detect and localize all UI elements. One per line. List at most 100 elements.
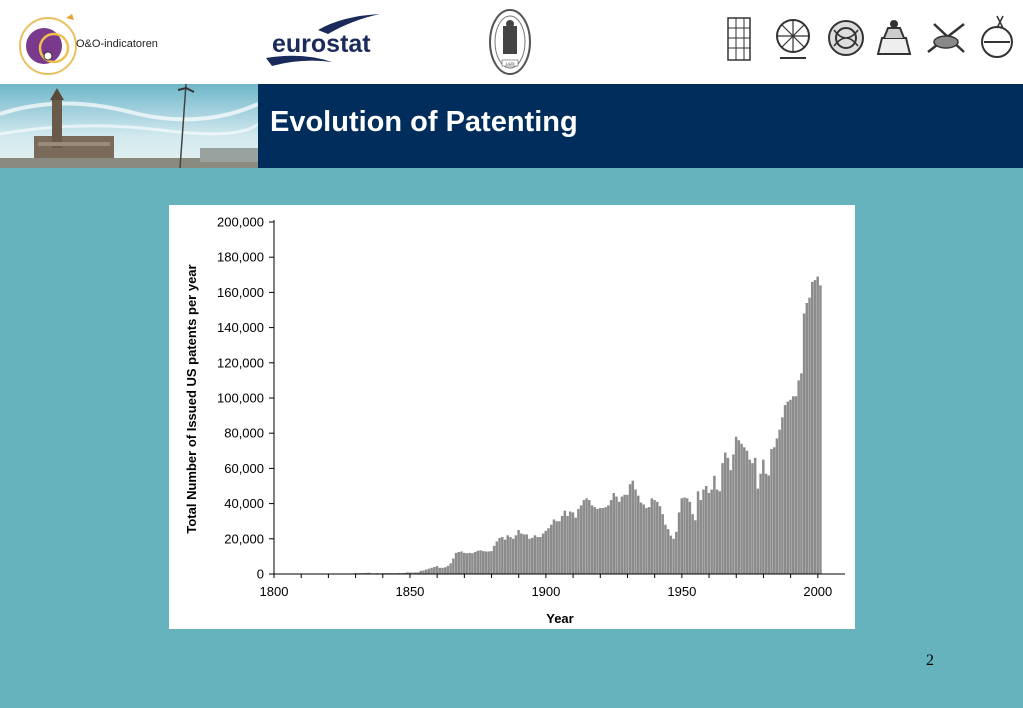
- bar-1968: [729, 470, 732, 574]
- bar-1859: [433, 566, 436, 574]
- bar-1898: [539, 537, 542, 574]
- bar-1874: [473, 552, 477, 574]
- emblem-tools-icon: [927, 23, 965, 53]
- y-tick-label: 200,000: [217, 215, 264, 230]
- bar-1995: [802, 313, 806, 574]
- bar-1930: [626, 494, 629, 574]
- y-tick-label: 120,000: [217, 355, 264, 370]
- bar-1919: [596, 508, 599, 574]
- bar-1955: [694, 520, 697, 574]
- bar-1896: [533, 535, 537, 574]
- bar-1885: [503, 539, 507, 574]
- bar-1880: [490, 551, 493, 574]
- bar-1868: [457, 552, 461, 574]
- chart-axes: [273, 220, 845, 575]
- bar-1946: [669, 535, 673, 574]
- bar-1892: [522, 534, 526, 574]
- x-tick-label: 1800: [260, 584, 289, 599]
- bar-1990: [789, 399, 792, 574]
- bar-1886: [506, 535, 509, 574]
- y-axis-label: Total Number of Issued US patents per ye…: [184, 264, 199, 533]
- bar-1894: [528, 538, 531, 574]
- bar-1964: [718, 491, 722, 574]
- bar-1900: [544, 530, 548, 574]
- bar-1961: [710, 489, 713, 574]
- bar-1936: [642, 504, 645, 574]
- bar-1939: [650, 498, 654, 574]
- bar-1835: [367, 572, 371, 574]
- bar-1916: [588, 500, 591, 574]
- bar-1994: [800, 373, 803, 574]
- bar-1908: [566, 515, 569, 574]
- emblem-tower-icon: [727, 17, 751, 61]
- oo-indicatoren-logo: [19, 14, 77, 75]
- bar-1861: [438, 567, 441, 574]
- bar-1987: [781, 417, 784, 574]
- bar-1952: [685, 498, 689, 574]
- bar-1917: [590, 505, 594, 574]
- bar-1999: [813, 280, 817, 574]
- bar-1932: [631, 480, 635, 574]
- bar-1902: [549, 524, 553, 574]
- bar-1925: [612, 493, 616, 574]
- y-tick-label: 40,000: [224, 496, 264, 511]
- bar-1891: [520, 533, 523, 574]
- bar-1947: [672, 538, 675, 574]
- x-tick-label: 1850: [395, 584, 424, 599]
- bar-1915: [585, 498, 588, 574]
- bar-1895: [530, 537, 534, 574]
- bar-1914: [582, 500, 586, 574]
- bar-1866: [452, 558, 455, 574]
- bar-1931: [628, 484, 632, 574]
- bar-1849: [405, 572, 409, 574]
- bar-1922: [604, 507, 607, 574]
- bar-1910: [571, 512, 575, 574]
- bar-1938: [647, 507, 651, 574]
- chart-card: 0 20,000 40,000 60,000 80,000 100,000 120,000 1…: [169, 205, 855, 629]
- bar-1881: [492, 545, 496, 574]
- emblem-wheel-icon: [776, 19, 810, 59]
- y-tick-label: 160,000: [217, 285, 264, 300]
- bar-1911: [574, 517, 577, 574]
- bar-1860: [435, 566, 439, 574]
- y-tick-label: 80,000: [224, 426, 264, 441]
- bar-1972: [740, 443, 743, 574]
- bar-1924: [609, 500, 613, 574]
- x-tick-label: 1950: [667, 584, 696, 599]
- bar-1977: [753, 457, 757, 574]
- bar-1893: [525, 534, 529, 574]
- bar-1871: [465, 553, 469, 574]
- bar-1986: [778, 429, 781, 574]
- bar-1993: [797, 380, 800, 574]
- bar-1852: [414, 572, 417, 574]
- bar-1901: [547, 528, 550, 574]
- bar-1865: [449, 563, 452, 574]
- bar-1953: [688, 501, 692, 574]
- bar-1890: [517, 530, 520, 574]
- bar-1945: [666, 529, 670, 574]
- bar-1971: [737, 440, 741, 574]
- bar-1909: [569, 511, 572, 574]
- eurostat-swoosh-icon: [266, 14, 380, 66]
- bar-1956: [696, 491, 700, 574]
- bar-1863: [443, 567, 447, 574]
- bar-1855: [422, 570, 425, 574]
- bar-1944: [664, 524, 667, 574]
- bar-1883: [498, 537, 501, 574]
- bar-1940: [653, 500, 656, 574]
- bar-1948: [675, 531, 678, 574]
- bar-1923: [607, 505, 610, 574]
- bar-1973: [743, 447, 746, 574]
- bar-1870: [462, 552, 466, 574]
- bar-1962: [713, 475, 716, 574]
- bar-1935: [639, 502, 643, 574]
- x-tick-label: 2000: [803, 584, 832, 599]
- bar-1905: [558, 521, 561, 574]
- bar-1878: [484, 551, 488, 574]
- bar-1899: [541, 533, 545, 574]
- bar-1983: [770, 449, 773, 574]
- x-tick-label: 1900: [531, 584, 560, 599]
- bar-1906: [560, 515, 564, 574]
- bar-1864: [446, 565, 450, 574]
- bar-1933: [634, 489, 637, 574]
